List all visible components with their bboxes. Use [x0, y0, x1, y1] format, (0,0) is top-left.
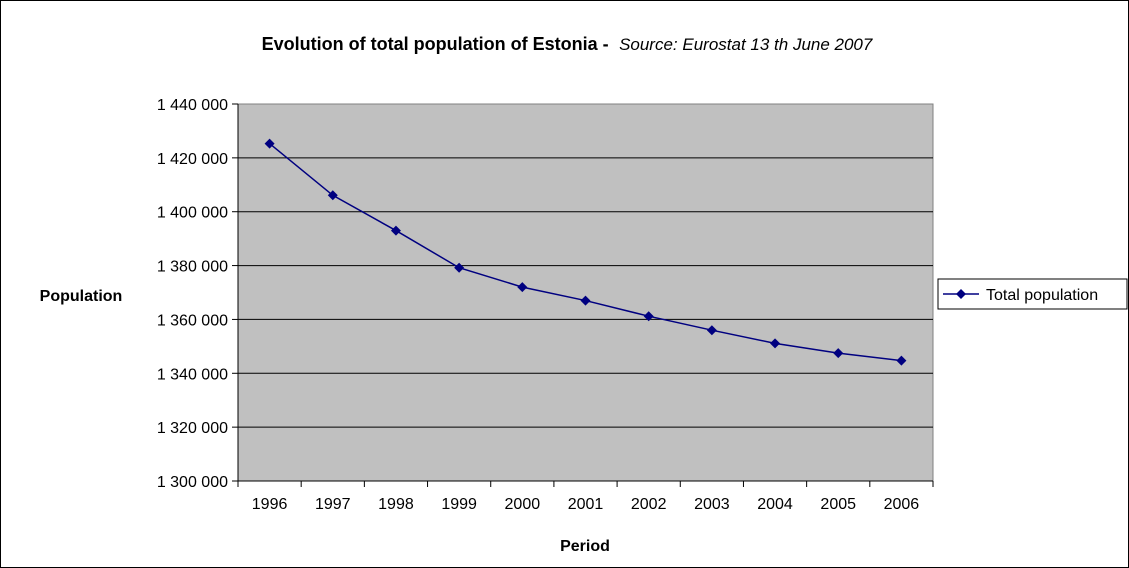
data-point-marker — [833, 348, 844, 359]
y-tick-label: 1 360 000 — [157, 312, 228, 329]
x-tick-label: 1996 — [252, 496, 288, 513]
data-point-marker — [770, 338, 781, 349]
plot-area — [237, 103, 934, 482]
legend-label: Total population — [986, 287, 1098, 304]
y-tick-label: 1 440 000 — [157, 97, 228, 114]
x-tick-label: 2004 — [757, 496, 793, 513]
data-point-marker — [580, 295, 591, 306]
data-point-marker — [390, 225, 401, 236]
x-axis: 1996 1997 1998 1999 2000 2001 2002 2003 2004 2005… — [237, 480, 934, 513]
data-point-marker — [454, 262, 465, 273]
y-tick-label: 1 380 000 — [157, 259, 228, 276]
x-tick-label: 2003 — [694, 496, 730, 513]
chart-title-main: Evolution of total population of Estonia… — [262, 34, 609, 54]
y-tick-label: 1 400 000 — [157, 205, 228, 222]
y-tick-label: 1 420 000 — [157, 151, 228, 168]
data-point-marker — [327, 190, 338, 201]
data-point-marker — [706, 325, 717, 336]
data-point-marker — [643, 311, 654, 322]
y-tick-label: 1 300 000 — [157, 474, 228, 491]
x-tick-label: 1997 — [315, 496, 351, 513]
chart-title-source: Source: Eurostat 13 th June 2007 — [619, 35, 873, 54]
y-axis: 1 300 000 1 320 000 1 340 000 1 360 000 1 38… — [157, 97, 239, 491]
chart-title: Evolution of total population of Estonia… — [262, 34, 873, 54]
x-tick-label: 1999 — [441, 496, 477, 513]
data-point-marker — [896, 355, 907, 366]
y-axis-title: Population — [40, 288, 123, 305]
data-point-marker — [517, 282, 528, 293]
x-tick-label: 1998 — [378, 496, 414, 513]
x-axis-title: Period — [560, 538, 610, 555]
x-tick-label: 2001 — [568, 496, 604, 513]
x-tick-label: 2000 — [505, 496, 541, 513]
x-tick-label: 2005 — [820, 496, 856, 513]
legend-marker — [956, 289, 966, 299]
y-tick-label: 1 320 000 — [157, 420, 228, 437]
gridlines — [238, 157, 933, 428]
x-tick-label: 2006 — [884, 496, 920, 513]
legend: Total population — [937, 278, 1128, 310]
series-total-population — [264, 138, 907, 366]
y-tick-label: 1 340 000 — [157, 366, 228, 383]
x-tick-label: 2002 — [631, 496, 667, 513]
data-point-marker — [264, 138, 275, 149]
